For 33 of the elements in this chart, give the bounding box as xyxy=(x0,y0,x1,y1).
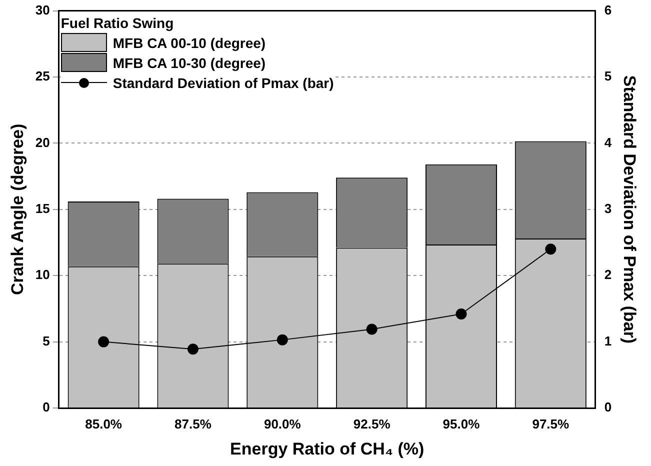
y-tick-label: 30 xyxy=(35,2,50,18)
point xyxy=(187,344,198,355)
y-tick-label: 10 xyxy=(35,267,50,282)
y-axis-title: Crank Angle (degree) xyxy=(8,124,27,296)
y2-axis-title: Standard Deviation of Pmax (bar) xyxy=(620,75,640,344)
point xyxy=(366,324,378,335)
y2-tick-label: 2 xyxy=(604,267,612,282)
x-tick-label: 95.0% xyxy=(442,416,480,432)
point xyxy=(98,336,110,348)
x-tick-label: 90.0% xyxy=(264,416,302,432)
x-axis-title: Energy Ratio of CH₄ (%) xyxy=(230,439,424,458)
y2-tick-label: 6 xyxy=(604,2,612,18)
y2-tick-label: 0 xyxy=(604,400,612,415)
y2-tick-label: 1 xyxy=(604,333,612,348)
x-tick-label: 87.5% xyxy=(174,416,212,432)
y-tick-label: 25 xyxy=(35,68,50,84)
point xyxy=(276,334,288,346)
y2-tick-label: 4 xyxy=(604,134,612,150)
y-tick-label: 15 xyxy=(35,200,50,216)
legend-label: MFB CA 10-30 (degree) xyxy=(112,54,266,73)
x-tick-label: 85.0% xyxy=(85,416,122,432)
y-tick-label: 5 xyxy=(42,333,50,348)
y-tick-label: 20 xyxy=(35,134,50,150)
y-tick-label: 0 xyxy=(42,400,50,415)
x-tick-label: 97.5% xyxy=(532,416,570,432)
y2-tick-label: 5 xyxy=(604,68,612,84)
legend-label: Standard Deviation of Pmax (bar) xyxy=(112,74,334,93)
legend-title: Fuel Ratio Swing xyxy=(60,14,175,33)
x-tick-label: 92.5% xyxy=(353,416,391,432)
point xyxy=(545,244,556,255)
point xyxy=(456,308,467,320)
y2-tick-label: 3 xyxy=(604,200,612,216)
legend-label: MFB CA 00-10 (degree) xyxy=(112,34,266,53)
